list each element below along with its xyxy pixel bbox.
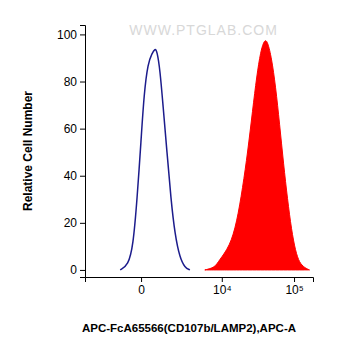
tick-label: 60 [64, 122, 78, 136]
tick-label: 40 [64, 169, 78, 183]
tick-mark [80, 223, 85, 224]
chart: WWW.PTGLAB.COM 0 20 40 60 80 100 0 10⁴ 10⁵ APC-FcA… [0, 0, 364, 356]
tick-mark [141, 277, 142, 282]
tick: 10⁴ [213, 277, 232, 297]
tick-label: 10⁵ [285, 283, 303, 297]
tick-label: 0 [70, 263, 77, 277]
y-axis: 0 20 40 60 80 100 [57, 26, 86, 278]
tick-label: 100 [57, 28, 77, 42]
watermark: WWW.PTGLAB.COM [129, 22, 278, 38]
tick-mark [80, 176, 85, 177]
tick-mark [80, 82, 85, 83]
tick: 0 [138, 277, 145, 297]
x-axis-title: APC-FcA65566(CD107b/LAMP2),APC-A [82, 322, 296, 334]
tick-mark [80, 34, 85, 35]
tick-mark [294, 277, 295, 282]
x-axis: 0 10⁴ 10⁵ [86, 277, 314, 297]
tick: 80 [64, 75, 85, 89]
tick-label: 0 [138, 283, 145, 297]
tick-mark [80, 270, 85, 271]
tick: 10⁵ [285, 277, 303, 297]
tick: 60 [64, 122, 85, 136]
axis-line [86, 278, 314, 283]
tick-mark [80, 129, 85, 130]
tick-label: 10⁴ [213, 283, 232, 297]
tick: 40 [64, 169, 85, 183]
tick-label: 20 [64, 216, 78, 230]
line [120, 50, 190, 270]
y-axis-title: Relative Cell Number [21, 91, 35, 211]
area [205, 41, 310, 270]
plot-area [120, 41, 309, 270]
axis-line [80, 26, 86, 278]
tick: 100 [57, 28, 85, 42]
tick-label: 80 [64, 75, 78, 89]
tick: 0 [70, 263, 85, 277]
tick: 20 [64, 216, 85, 230]
tick-mark [222, 277, 223, 282]
